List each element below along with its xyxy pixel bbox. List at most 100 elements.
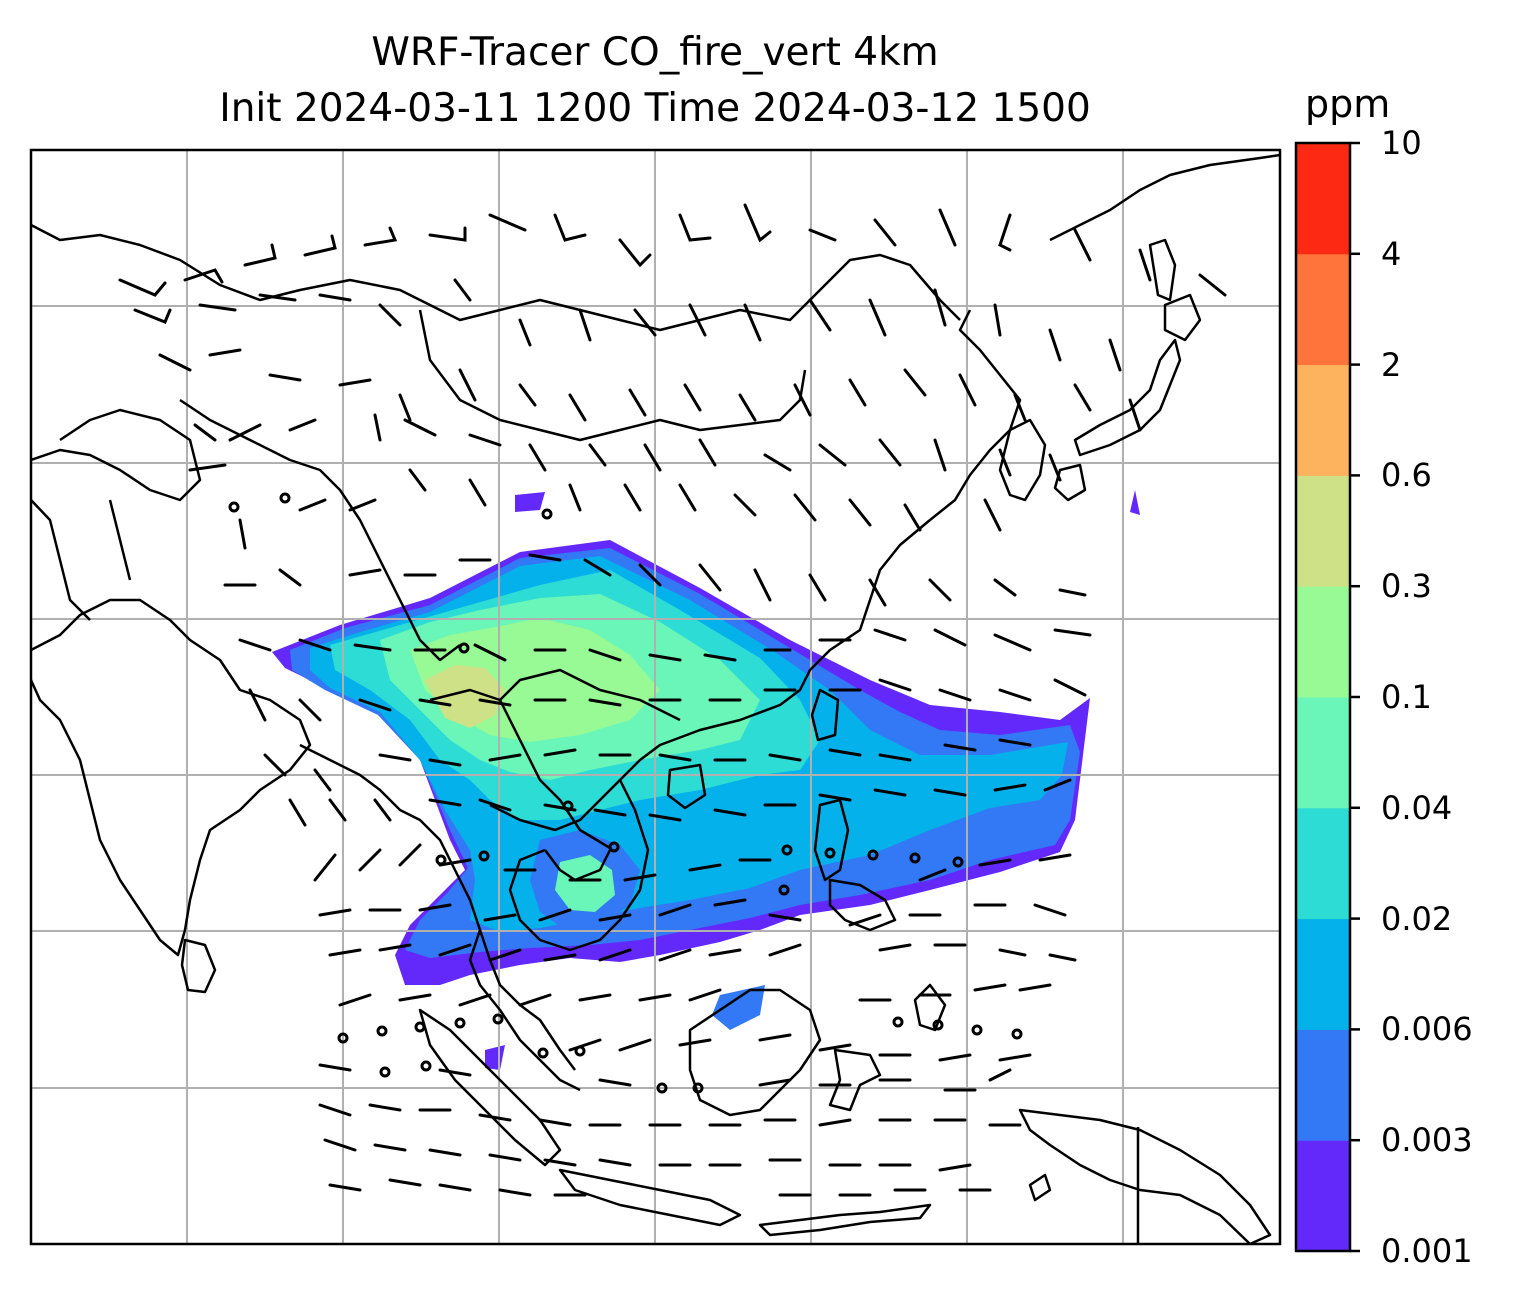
calm-marker	[337, 1032, 349, 1044]
wind-barb	[808, 228, 837, 242]
sakhalin	[1148, 238, 1177, 302]
colorbar-band	[1296, 918, 1350, 1030]
wind-barb	[598, 1158, 632, 1167]
wind-barb	[183, 268, 224, 284]
china-coast	[929, 309, 1022, 521]
wind-barb	[878, 678, 912, 692]
calm-marker	[1011, 1028, 1023, 1040]
colorbar-band	[1296, 807, 1350, 920]
wind-barb	[358, 698, 392, 712]
wind-barb	[598, 948, 632, 962]
wind-barb	[878, 438, 902, 467]
calm-marker	[608, 841, 620, 853]
wind-barb	[1128, 398, 1142, 432]
wind-barb	[528, 553, 562, 562]
wind-barb	[458, 368, 477, 402]
wind-barb	[758, 1078, 792, 1087]
wind-barb	[1048, 453, 1062, 482]
wind-barb	[868, 578, 887, 607]
wind-barb	[468, 478, 487, 507]
colorbar-tick-label: 0.1	[1381, 678, 1432, 716]
wind-barb	[278, 568, 302, 587]
wind-barb	[638, 563, 662, 587]
wind-barb	[518, 318, 532, 347]
calm-marker	[478, 850, 490, 862]
wind-barb	[678, 213, 712, 242]
wind-barb	[998, 213, 1012, 252]
wind-barb	[1048, 328, 1062, 362]
calm-marker	[781, 844, 793, 856]
hainan	[666, 763, 707, 810]
sri-lanka	[180, 938, 217, 994]
wind-barb	[958, 373, 977, 407]
map-frame	[29, 148, 1282, 1246]
wind-barb	[298, 638, 332, 652]
wind-barb	[658, 948, 692, 962]
wind-barb	[568, 1038, 602, 1052]
calm-marker	[228, 501, 240, 513]
philippines-luzon	[813, 798, 850, 882]
wind-barb	[808, 573, 827, 602]
wind-barb	[768, 913, 802, 922]
wind-barb	[483, 913, 517, 922]
calm-marker	[420, 1060, 432, 1072]
wind-barb	[428, 798, 462, 807]
wind-barb	[198, 303, 237, 312]
wind-barb	[688, 988, 722, 1002]
colorbar-band	[1296, 475, 1350, 587]
colorbar-band	[1296, 1029, 1350, 1141]
taiwan	[810, 688, 840, 742]
wind-barb	[323, 1138, 357, 1152]
wind-barb	[208, 348, 242, 357]
wind-barb	[398, 843, 422, 867]
calm-marker	[279, 492, 291, 504]
wind-barb	[1053, 628, 1092, 637]
wind-barb	[678, 1038, 712, 1047]
wind-barb	[633, 308, 657, 337]
wind-barb	[933, 628, 967, 647]
wind-barb	[488, 948, 522, 962]
pakistan-border	[31, 499, 132, 621]
colorbar-band	[1296, 364, 1350, 476]
wind-barb	[938, 688, 972, 702]
wind-barb	[973, 983, 1007, 992]
wind-barb	[878, 943, 912, 952]
wind-barb	[453, 278, 472, 302]
wind-barb	[658, 753, 692, 762]
wind-barb	[978, 858, 1012, 867]
wind-barb	[743, 303, 762, 342]
wind-barb	[438, 1183, 472, 1192]
wind-barb	[518, 993, 552, 1007]
wind-barb	[133, 308, 172, 324]
wind-barb	[998, 1053, 1032, 1062]
calm-marker	[692, 1082, 704, 1094]
plume-north-wisp	[515, 492, 545, 512]
wind-barb	[373, 413, 382, 442]
wind-barb	[428, 1148, 462, 1157]
wind-barb	[1073, 383, 1092, 412]
colorbar-tick-label: 4	[1381, 234, 1402, 273]
wind-barb	[468, 433, 502, 447]
wind-barb	[193, 423, 217, 442]
wind-barb	[708, 948, 742, 957]
wind-barb	[703, 653, 737, 662]
wind-barb	[618, 238, 652, 268]
colorbar-tick-label: 0.6	[1381, 456, 1432, 495]
wind-barb	[328, 1183, 362, 1192]
colorbar-band	[1296, 1140, 1350, 1252]
wind-barb	[418, 698, 452, 707]
wind-barb	[363, 226, 398, 247]
korea	[998, 418, 1047, 502]
wind-barb	[738, 393, 757, 422]
map-title-line-1: WRF-Tracer CO_fire_vert 4km	[371, 30, 939, 75]
wind-barb	[338, 993, 372, 1007]
wind-barb	[498, 1188, 532, 1197]
wind-barb	[303, 234, 337, 257]
wind-barb	[298, 498, 327, 512]
philippines-south	[828, 878, 897, 932]
wind-barb	[518, 383, 537, 407]
wind-barb	[933, 788, 967, 797]
wind-barb	[938, 208, 957, 247]
wind-barb	[258, 293, 297, 302]
wind-barb	[238, 518, 247, 550]
